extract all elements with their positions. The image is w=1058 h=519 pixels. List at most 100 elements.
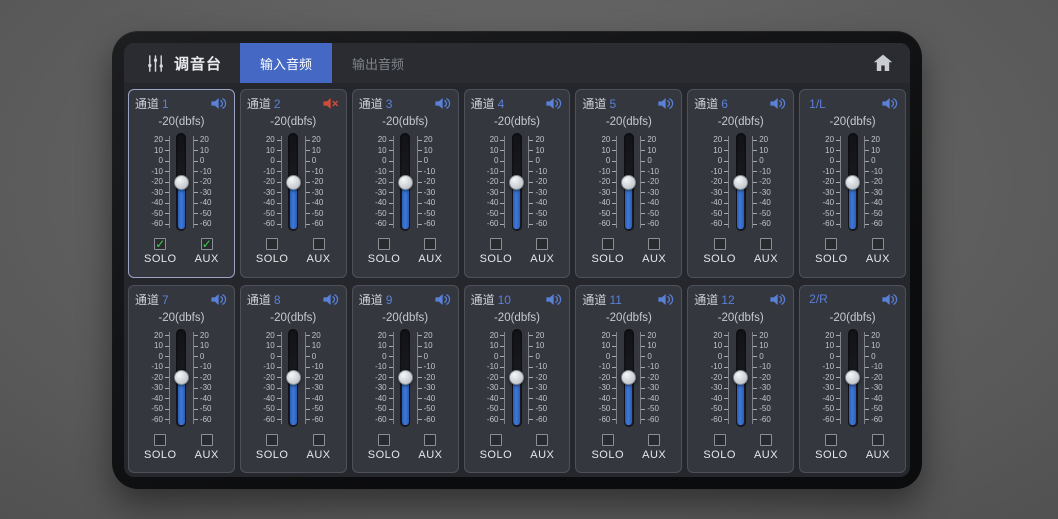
scale-tick: -40 bbox=[305, 394, 334, 403]
solo-checkbox[interactable] bbox=[266, 433, 279, 446]
speaker-icon[interactable] bbox=[881, 96, 899, 111]
scale-tick: -10 bbox=[529, 363, 557, 371]
speaker-icon[interactable] bbox=[434, 96, 452, 111]
fader[interactable] bbox=[285, 133, 301, 231]
fader-knob[interactable] bbox=[845, 370, 861, 385]
solo-checkbox[interactable] bbox=[601, 238, 614, 250]
channel-card[interactable]: 通道 10 -20(dbfs) 20 10 0 -10 -20 -30 -40 -50 -60 2… bbox=[463, 284, 571, 473]
channel-card[interactable]: 2/R -20(dbfs) 20 10 0 -10 -20 -30 -40 -50 -60 20… bbox=[799, 284, 906, 473]
fader[interactable] bbox=[621, 328, 637, 427]
aux-checkbox[interactable] bbox=[648, 238, 661, 250]
speaker-icon[interactable] bbox=[545, 292, 563, 307]
aux-checkbox[interactable] bbox=[424, 238, 437, 250]
aux-checkbox[interactable] bbox=[648, 433, 661, 446]
channel-name: 通道 4 bbox=[471, 95, 505, 112]
speaker-icon[interactable] bbox=[210, 292, 228, 307]
scale-tick: 20 bbox=[253, 136, 281, 144]
fader[interactable] bbox=[173, 328, 189, 427]
aux-checkbox[interactable] bbox=[760, 433, 773, 446]
tab-output-audio[interactable]: 输出音频 bbox=[352, 56, 405, 72]
tab-input-audio[interactable]: 输入音频 bbox=[240, 43, 333, 83]
scale-tick: -40 bbox=[193, 199, 222, 207]
solo-checkbox[interactable] bbox=[825, 238, 838, 250]
fader-knob[interactable] bbox=[285, 370, 301, 385]
fader[interactable] bbox=[397, 133, 413, 231]
aux-checkbox[interactable] bbox=[760, 238, 773, 250]
fader[interactable] bbox=[845, 133, 861, 231]
channel-card[interactable]: 通道 4 -20(dbfs) 20 10 0 -10 -20 -30 -40 -50 -60 20… bbox=[463, 89, 571, 278]
fader[interactable] bbox=[173, 133, 189, 231]
aux-checkbox[interactable] bbox=[536, 238, 549, 250]
solo-checkbox[interactable] bbox=[601, 433, 614, 446]
fader[interactable] bbox=[509, 133, 525, 231]
fader-scale-left: 20 10 0 -10 -20 -30 -40 -50 -60 bbox=[588, 136, 618, 228]
speaker-icon[interactable] bbox=[210, 96, 228, 111]
fader[interactable] bbox=[733, 328, 749, 427]
aux-checkbox[interactable] bbox=[536, 433, 549, 446]
speaker-icon[interactable] bbox=[769, 96, 787, 111]
fader-knob[interactable] bbox=[509, 174, 525, 190]
solo-checkbox[interactable]: ✓ bbox=[154, 238, 167, 250]
speaker-icon[interactable] bbox=[657, 292, 675, 307]
aux-checkbox[interactable] bbox=[312, 433, 325, 446]
channel-card[interactable]: 通道 5 -20(dbfs) 20 10 0 -10 -20 -30 -40 -50 -60 20… bbox=[575, 89, 683, 278]
channel-card[interactable]: 通道 1 -20(dbfs) 20 10 0 -10 -20 -30 -40 -50 -60 20… bbox=[128, 89, 235, 278]
scale-tick: -10 bbox=[305, 363, 334, 371]
aux-checkbox[interactable] bbox=[871, 433, 884, 446]
solo-checkbox[interactable] bbox=[266, 238, 279, 250]
solo-label: SOLO bbox=[815, 253, 848, 265]
fader-knob[interactable] bbox=[397, 370, 413, 385]
fader[interactable] bbox=[733, 133, 749, 231]
speaker-icon[interactable] bbox=[769, 292, 787, 307]
aux-checkbox[interactable] bbox=[424, 433, 437, 446]
scale-tick: 20 bbox=[529, 331, 557, 340]
solo-checkbox[interactable] bbox=[825, 433, 838, 446]
fader[interactable] bbox=[621, 133, 637, 231]
fader[interactable] bbox=[285, 328, 301, 427]
solo-checkbox[interactable] bbox=[378, 433, 391, 446]
fader-knob[interactable] bbox=[733, 370, 749, 385]
solo-checkbox[interactable] bbox=[378, 238, 391, 250]
speaker-icon[interactable] bbox=[322, 292, 340, 307]
channel-card[interactable]: 1/L -20(dbfs) 20 10 0 -10 -20 -30 -40 -50 -60 20… bbox=[799, 89, 906, 278]
fader-knob[interactable] bbox=[173, 370, 189, 385]
fader-knob[interactable] bbox=[621, 174, 637, 190]
scale-tick: 0 bbox=[700, 157, 729, 165]
speaker-icon[interactable] bbox=[657, 96, 675, 111]
fader-knob[interactable] bbox=[397, 174, 413, 190]
fader-knob[interactable] bbox=[509, 370, 525, 385]
solo-checkbox[interactable] bbox=[713, 238, 726, 250]
fader-knob[interactable] bbox=[285, 174, 301, 190]
solo-checkbox[interactable] bbox=[489, 238, 502, 250]
fader-knob[interactable] bbox=[621, 370, 637, 385]
speaker-icon[interactable] bbox=[881, 292, 899, 307]
fader-knob[interactable] bbox=[733, 174, 749, 190]
fader-knob[interactable] bbox=[173, 174, 189, 190]
fader-scale-left: 20 10 0 -10 -20 -30 -40 -50 -60 bbox=[253, 331, 282, 424]
aux-checkbox[interactable] bbox=[200, 433, 213, 446]
solo-label: SOLO bbox=[367, 253, 401, 265]
fader[interactable] bbox=[397, 328, 413, 427]
solo-checkbox[interactable] bbox=[713, 433, 726, 446]
fader[interactable] bbox=[509, 328, 525, 427]
channel-card[interactable]: 通道 6 -20(dbfs) 20 10 0 -10 -20 -30 -40 -50 -60 20… bbox=[687, 89, 795, 278]
aux-checkbox[interactable]: ✓ bbox=[200, 238, 213, 250]
aux-label: AUX bbox=[865, 448, 890, 461]
channel-card[interactable]: 通道 7 -20(dbfs) 20 10 0 -10 -20 -30 -40 -50 -60 20… bbox=[128, 284, 235, 473]
solo-checkbox[interactable] bbox=[489, 433, 502, 446]
speaker-icon[interactable] bbox=[545, 96, 563, 111]
fader[interactable] bbox=[845, 328, 861, 427]
speaker-muted-icon[interactable] bbox=[322, 96, 340, 111]
aux-checkbox[interactable] bbox=[871, 238, 884, 250]
channel-card[interactable]: 通道 12 -20(dbfs) 20 10 0 -10 -20 -30 -40 -50 -60 2… bbox=[687, 284, 795, 473]
channel-card[interactable]: 通道 9 -20(dbfs) 20 10 0 -10 -20 -30 -40 -50 -60 20… bbox=[351, 284, 459, 473]
home-button[interactable] bbox=[870, 43, 896, 83]
solo-checkbox[interactable] bbox=[154, 433, 167, 446]
channel-card[interactable]: 通道 11 -20(dbfs) 20 10 0 -10 -20 -30 -40 -50 -60 2… bbox=[575, 284, 683, 473]
channel-card[interactable]: 通道 3 -20(dbfs) 20 10 0 -10 -20 -30 -40 -50 -60 20… bbox=[351, 89, 459, 278]
channel-card[interactable]: 通道 2 -20(dbfs) 20 10 0 -10 -20 -30 -40 -50 -60 20… bbox=[239, 89, 347, 278]
fader-knob[interactable] bbox=[845, 174, 861, 190]
aux-checkbox[interactable] bbox=[312, 238, 325, 250]
channel-card[interactable]: 通道 8 -20(dbfs) 20 10 0 -10 -20 -30 -40 -50 -60 20… bbox=[239, 284, 347, 473]
speaker-icon[interactable] bbox=[434, 292, 452, 307]
